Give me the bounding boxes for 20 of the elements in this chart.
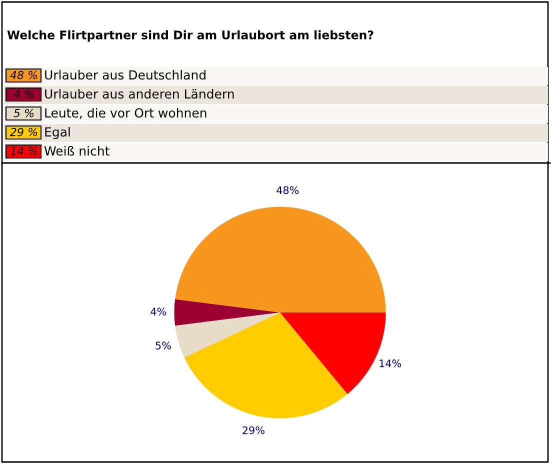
text: 5 % (14, 108, 34, 118)
pie-slice (175, 206, 386, 312)
data-label: 5% (156, 342, 171, 350)
legend-label: Urlauber aus anderen Ländern (45, 88, 234, 99)
text: 29 % (10, 128, 38, 136)
data-label: 4% (150, 308, 166, 316)
text: 48 % (10, 70, 38, 80)
data-label: 29% (242, 426, 264, 434)
pie-slice (174, 299, 280, 326)
pie-slice (184, 312, 348, 418)
legend-label: Urlauber aus Deutschland (45, 70, 206, 80)
text: 4 % (14, 90, 34, 98)
data-label: 14% (380, 359, 402, 368)
chart-title: Welche Flirtpartner sind Dir am Urlaubort am liebsten? (7, 30, 374, 42)
legend-label: Weiß nicht (44, 146, 110, 156)
text: 14 % (10, 146, 38, 156)
data-label: 48% (276, 186, 299, 194)
legend-label: Leute, die vor Ort wohnen (45, 108, 206, 119)
legend-label: Egal (45, 126, 70, 140)
pie-slice (175, 312, 280, 358)
